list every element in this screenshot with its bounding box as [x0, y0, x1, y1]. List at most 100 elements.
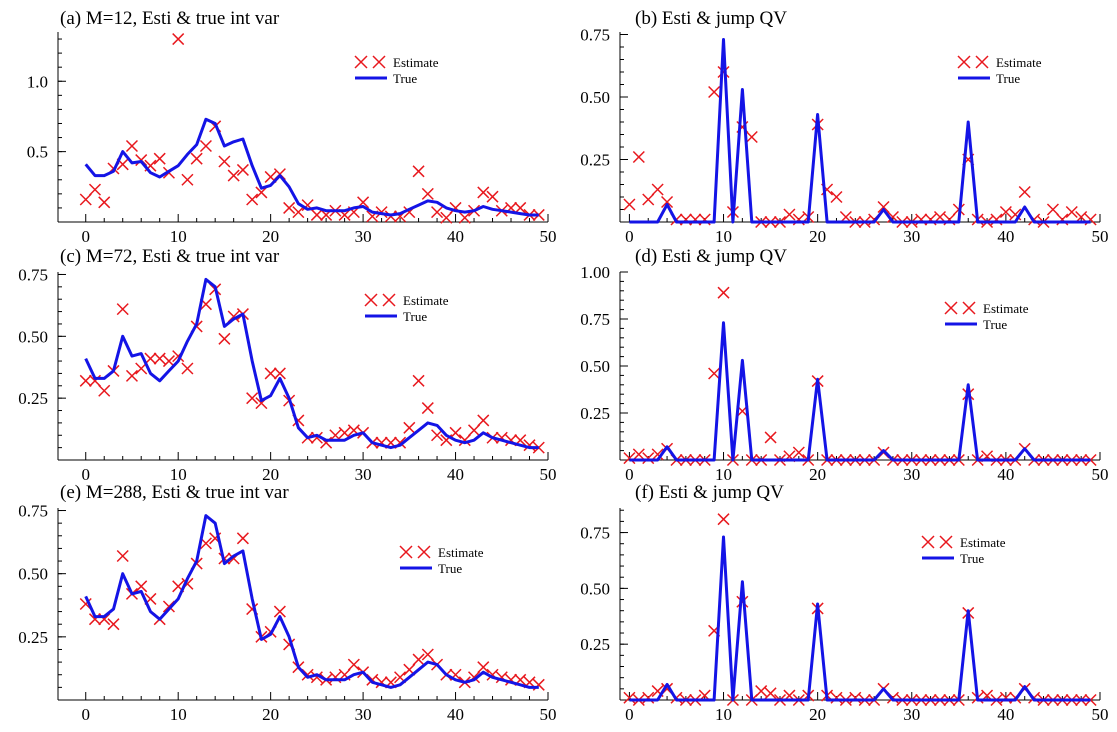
- x-tick-label: 20: [262, 227, 279, 246]
- data-point-estimate: [310, 431, 323, 444]
- x-tick-label: 40: [447, 465, 464, 484]
- data-point-estimate: [153, 152, 166, 165]
- data-point-estimate: [125, 139, 138, 153]
- x-tick-label: 50: [1092, 465, 1109, 484]
- x-tick-label: 20: [262, 465, 279, 484]
- data-point-estimate: [172, 33, 185, 46]
- data-point-estimate: [236, 163, 249, 176]
- legend-true-label: True: [960, 551, 984, 566]
- x-tick-label: 0: [81, 465, 90, 484]
- x-tick-label: 10: [715, 705, 732, 724]
- series-true-line: [629, 38, 1091, 224]
- chart-title: (e) M=288, Esti & true int var: [60, 482, 289, 503]
- x-tick-label: 40: [997, 705, 1014, 724]
- legend-estimate-marker: [921, 535, 935, 549]
- data-point-estimate: [246, 392, 259, 405]
- chart-title: (f) Esti & jump QV: [635, 482, 784, 503]
- x-tick-label: 30: [355, 465, 372, 484]
- data-point-estimate: [792, 446, 805, 459]
- x-tick-label: 10: [715, 227, 732, 246]
- data-point-estimate: [440, 211, 453, 224]
- y-tick-label: 0.50: [580, 88, 610, 107]
- data-point-estimate: [755, 685, 768, 698]
- data-point-estimate: [181, 173, 194, 186]
- chart-title: (d) Esti & jump QV: [635, 246, 787, 267]
- data-point-estimate: [999, 205, 1012, 219]
- series-true-line: [84, 117, 539, 217]
- data-point-estimate: [1046, 203, 1059, 216]
- y-tick-label: 0.75: [18, 502, 48, 521]
- legend-true-label: True: [996, 71, 1020, 86]
- legend-estimate-marker: [372, 55, 386, 69]
- legend-estimate-label: Estimate: [438, 545, 484, 560]
- data-point-estimate: [273, 367, 286, 380]
- x-tick-label: 20: [809, 465, 826, 484]
- chart-panel-2: 0 10 20 30 40 50 0.25 0.50 0.75 (c) M=72, Esti & …: [18, 246, 556, 484]
- data-point-estimate: [877, 200, 890, 214]
- series-true-line: [84, 514, 539, 689]
- data-point-estimate: [642, 691, 655, 704]
- data-point-estimate: [1065, 205, 1078, 219]
- data-point-estimate: [468, 424, 481, 437]
- data-point-estimate: [764, 687, 777, 700]
- legend-estimate-marker: [957, 55, 971, 69]
- legend-estimate-marker: [382, 293, 396, 307]
- data-point-estimate: [310, 671, 323, 684]
- data-point-estimate: [264, 367, 277, 380]
- data-point-estimate: [116, 549, 129, 563]
- y-tick-label: 0.5: [27, 143, 48, 162]
- data-point-estimate: [292, 206, 305, 219]
- data-point-estimate: [255, 186, 268, 199]
- x-tick-label: 30: [903, 465, 920, 484]
- x-tick-label: 0: [81, 227, 90, 246]
- data-point-estimate: [717, 286, 730, 299]
- data-point-estimate: [736, 595, 749, 608]
- data-point-estimate: [218, 155, 231, 168]
- data-point-estimate: [310, 208, 323, 221]
- legend-estimate-label: Estimate: [403, 293, 449, 308]
- legend-estimate-marker: [939, 535, 953, 549]
- x-tick-label: 30: [355, 705, 372, 724]
- data-point-estimate: [632, 150, 645, 164]
- chart-panel-4: 0 10 20 30 40 50 0.25 0.50 0.75 (e) M=288, Esti &…: [18, 482, 556, 724]
- x-tick-label: 40: [447, 227, 464, 246]
- series-true-line: [629, 321, 1091, 462]
- legend-estimate-marker: [354, 55, 368, 69]
- data-point-estimate: [227, 169, 240, 182]
- data-point-estimate: [849, 691, 862, 704]
- data-point-estimate: [661, 195, 674, 209]
- legend-estimate-marker: [417, 545, 431, 559]
- data-point-estimate: [283, 201, 296, 214]
- y-tick-label: 0.50: [18, 565, 48, 584]
- legend-estimate-label: Estimate: [983, 301, 1029, 316]
- x-tick-label: 10: [170, 227, 187, 246]
- x-tick-label: 0: [625, 465, 634, 484]
- x-tick-label: 0: [81, 705, 90, 724]
- legend-estimate-marker: [975, 55, 989, 69]
- y-tick-label: 0.50: [580, 579, 610, 598]
- data-point-estimate: [745, 130, 758, 144]
- x-tick-label: 40: [997, 227, 1014, 246]
- x-tick-label: 50: [1092, 227, 1109, 246]
- y-tick-label: 0.25: [18, 628, 48, 647]
- data-point-estimate: [642, 193, 655, 206]
- x-tick-label: 40: [997, 465, 1014, 484]
- y-tick-label: 0.50: [18, 327, 48, 346]
- y-tick-label: 0.50: [580, 357, 610, 376]
- data-point-estimate: [199, 139, 212, 153]
- x-tick-label: 30: [903, 705, 920, 724]
- y-tick-label: 1.00: [580, 263, 610, 282]
- data-point-estimate: [632, 448, 645, 461]
- legend-estimate-label: Estimate: [996, 55, 1042, 70]
- chart-panel-5: 0 10 20 30 40 50 0.25 0.50 0.75 (f) Esti & jump Q…: [580, 482, 1108, 724]
- legend-true-label: True: [983, 317, 1007, 332]
- x-tick-label: 50: [1092, 705, 1109, 724]
- x-tick-label: 0: [625, 227, 634, 246]
- data-point-estimate: [116, 303, 129, 316]
- series-true-line: [629, 535, 1091, 702]
